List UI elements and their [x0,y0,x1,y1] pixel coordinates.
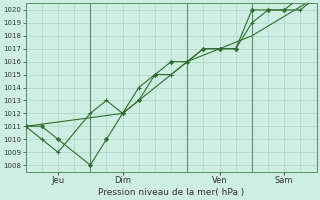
X-axis label: Pression niveau de la mer( hPa ): Pression niveau de la mer( hPa ) [98,188,244,197]
